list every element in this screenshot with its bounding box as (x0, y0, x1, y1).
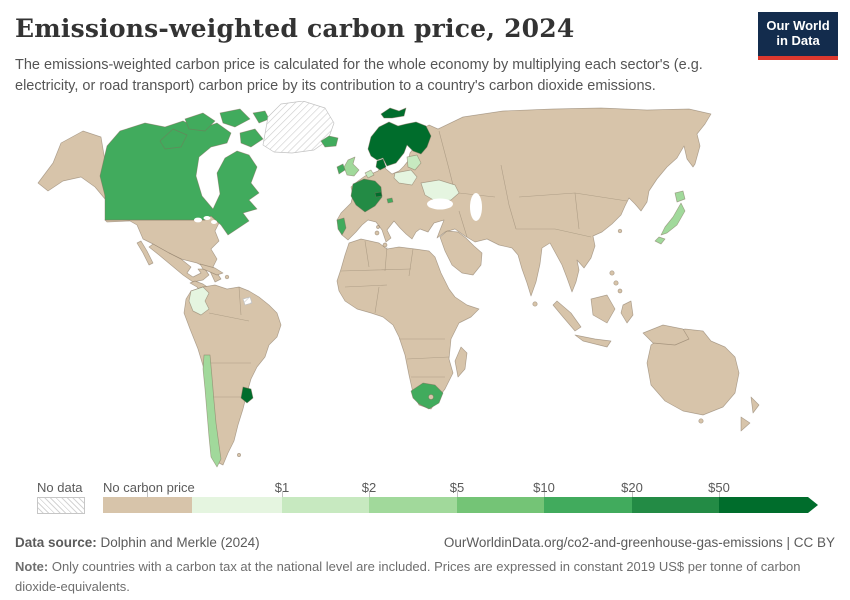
region-french-guiana[interactable] (242, 296, 253, 306)
footer-note: Note: Only countries with a carbon tax a… (15, 557, 805, 596)
owid-logo-line1: Our World (766, 18, 830, 33)
island-new-guinea[interactable] (642, 324, 690, 346)
legend-tick-label-20: $20 (621, 480, 643, 495)
country-new-zealand-north[interactable] (750, 396, 760, 414)
world-map-svg (37, 101, 760, 468)
country-united-kingdom[interactable] (343, 156, 360, 177)
canada-arctic-islands[interactable] (159, 108, 270, 150)
legend-bin-10-20[interactable] (544, 497, 632, 513)
country-japan[interactable] (654, 190, 686, 245)
legend-color-bar: $1 $2 $5 $10 $20 $50 (103, 480, 818, 513)
legend-tick-label-2: $2 (361, 480, 377, 495)
legend-tick-label-50: $50 (708, 480, 730, 495)
note-label: Note: (15, 559, 49, 574)
island-borneo[interactable] (590, 294, 616, 324)
country-ukraine[interactable] (420, 179, 460, 203)
legend-no-carbon-price-label: No carbon price (103, 480, 195, 495)
country-colombia[interactable] (188, 286, 210, 316)
country-south-africa[interactable] (410, 382, 444, 410)
data-source-value: Dolphin and Merkle (2024) (100, 535, 260, 550)
chart-subtitle: The emissions-weighted carbon price is c… (15, 57, 703, 95)
legend-bin-20-50[interactable] (632, 497, 719, 513)
island-sumatra[interactable] (552, 300, 582, 332)
legend-tick (719, 491, 720, 497)
data-source: Data source: Dolphin and Merkle (2024) (15, 535, 260, 550)
country-lesotho[interactable] (428, 394, 434, 400)
country-cuba[interactable] (199, 263, 224, 276)
country-iceland[interactable] (320, 135, 339, 148)
legend-tick (457, 491, 458, 497)
map-legend: No data No carbon price $1 $2 $5 $10 $20… (0, 480, 850, 516)
owid-logo-red-bar (758, 56, 838, 60)
page-title: Emissions-weighted carbon price, 2024 (15, 14, 575, 43)
country-netherlands[interactable] (364, 169, 375, 179)
note-value: Only countries with a carbon tax at the … (15, 559, 801, 594)
country-denmark[interactable] (375, 158, 387, 171)
legend-tick-label-5: $5 (449, 480, 465, 495)
legend-tick-label-10: $10 (533, 480, 555, 495)
footer: Data source: Dolphin and Merkle (2024) O… (15, 535, 835, 550)
legend-bin-5-10[interactable] (457, 497, 544, 513)
legend-no-data-swatch[interactable] (37, 497, 85, 514)
baja-peninsula[interactable] (136, 240, 154, 266)
country-poland[interactable] (393, 169, 418, 186)
legend-bin-1-2[interactable] (282, 497, 369, 513)
country-ireland[interactable] (336, 163, 346, 175)
country-slovenia[interactable] (386, 197, 394, 204)
world-map (35, 101, 830, 475)
attribution-link[interactable]: OurWorldinData.org/co2-and-greenhouse-ga… (443, 535, 835, 550)
country-united-states[interactable] (104, 214, 222, 283)
legend-tick (147, 491, 148, 497)
country-uruguay[interactable] (240, 386, 254, 404)
legend-tick (544, 491, 545, 497)
region-arabia[interactable] (439, 230, 483, 276)
legend-bin-over-50[interactable] (719, 497, 818, 513)
country-portugal[interactable] (336, 217, 347, 236)
island-java[interactable] (574, 334, 612, 348)
legend-tick (369, 491, 370, 497)
legend-no-data-label: No data (37, 480, 83, 495)
country-france[interactable] (350, 178, 383, 213)
country-alaska[interactable] (37, 130, 106, 200)
legend-bin-under-1[interactable] (192, 497, 282, 513)
small-islands (224, 225, 704, 457)
legend-tick-label-1: $1 (274, 480, 290, 495)
country-chile[interactable] (202, 354, 222, 468)
legend-bin-no-carbon-price[interactable] (103, 497, 192, 513)
lakes (194, 193, 482, 224)
region-baltics[interactable] (406, 154, 422, 171)
region-scandinavia[interactable] (367, 121, 432, 167)
country-switzerland[interactable] (374, 191, 383, 198)
country-canada[interactable] (99, 120, 260, 236)
country-madagascar[interactable] (454, 346, 468, 378)
legend-tick (282, 491, 283, 497)
region-svalbard[interactable] (380, 107, 407, 119)
country-new-zealand-south[interactable] (740, 416, 751, 432)
owid-logo: Our World in Data (758, 12, 838, 56)
data-source-label: Data source: (15, 535, 97, 550)
country-greenland[interactable] (262, 101, 335, 154)
region-africa[interactable] (336, 238, 480, 410)
owid-logo-line2: in Data (776, 33, 820, 48)
legend-bin-2-5[interactable] (369, 497, 457, 513)
island-sulawesi[interactable] (620, 300, 634, 324)
region-eurasia[interactable] (336, 107, 712, 297)
legend-tick (632, 491, 633, 497)
